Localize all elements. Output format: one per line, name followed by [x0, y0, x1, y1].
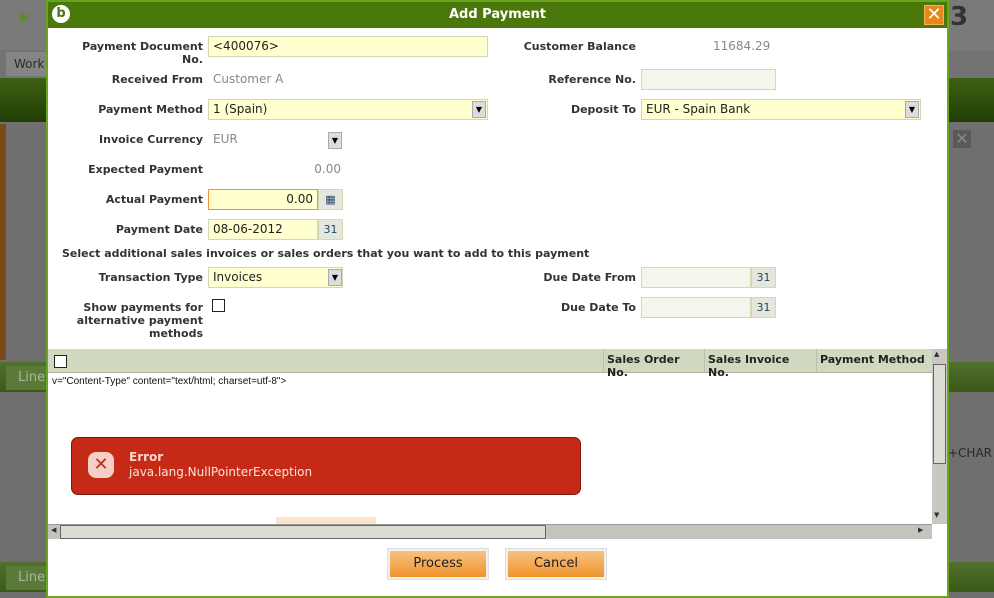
- due-date-from-label: Due Date From: [543, 271, 636, 284]
- grid-raw-text: v="Content-Type" content="text/html; cha…: [52, 376, 287, 387]
- customer-balance-value: 11684.29: [713, 39, 771, 53]
- reference-no-label: Reference No.: [548, 73, 636, 86]
- error-message: ✕ Error java.lang.NullPointerException: [71, 437, 581, 495]
- scroll-right-icon[interactable]: ▶: [918, 526, 924, 534]
- chevron-down-icon[interactable]: ▼: [328, 269, 342, 286]
- payment-method-select[interactable]: 1 (Spain): [208, 99, 488, 120]
- transaction-type-select[interactable]: Invoices: [208, 267, 343, 288]
- instructions-text: Select additional sales invoices or sale…: [62, 247, 590, 260]
- deposit-to-select[interactable]: EUR - Spain Bank: [641, 99, 921, 120]
- calendar-icon[interactable]: 31: [751, 297, 776, 318]
- chevron-down-icon[interactable]: ▼: [472, 101, 486, 118]
- received-from-label: Received From: [111, 73, 203, 86]
- scroll-left-icon[interactable]: ◀: [51, 526, 57, 534]
- grid-header: Sales Order No. Sales Invoice No. Paymen…: [48, 349, 932, 379]
- column-sales-invoice-no[interactable]: Sales Invoice No.: [704, 349, 816, 379]
- grid-vertical-scrollbar[interactable]: ▲ ▼: [932, 349, 947, 524]
- payment-date-input[interactable]: 08-06-2012: [208, 219, 318, 240]
- scroll-thumb[interactable]: [60, 525, 546, 539]
- due-date-to-label: Due Date To: [561, 301, 636, 314]
- expected-payment-value: 0.00: [314, 162, 341, 176]
- actual-payment-input[interactable]: 0.00: [208, 189, 318, 210]
- customer-balance-label: Customer Balance: [523, 40, 636, 53]
- hidden-button-fragment: [276, 517, 376, 524]
- payment-method-label: Payment Method: [98, 103, 203, 116]
- actual-payment-label: Actual Payment: [105, 193, 203, 206]
- lines-tab-2[interactable]: Line: [6, 566, 46, 590]
- add-payment-dialog: Add Payment b ✕ Payment Document No. <40…: [46, 0, 949, 598]
- payment-date-label: Payment Date: [115, 223, 203, 236]
- column-payment-method[interactable]: Payment Method: [816, 349, 932, 372]
- close-form-icon[interactable]: ✕: [953, 130, 971, 148]
- error-icon: ✕: [88, 452, 114, 478]
- calendar-icon[interactable]: 31: [318, 219, 343, 240]
- form-side-strip: [0, 124, 6, 360]
- app-logo-icon: *: [17, 8, 29, 36]
- select-all-checkbox[interactable]: [54, 355, 67, 368]
- lines-tab[interactable]: Line: [6, 366, 46, 390]
- reference-no-input[interactable]: [641, 69, 776, 90]
- chevron-down-icon[interactable]: ▼: [328, 132, 342, 149]
- transaction-type-label: Transaction Type: [98, 271, 203, 284]
- invoice-currency-value: EUR: [213, 132, 238, 146]
- expected-payment-label: Expected Payment: [88, 163, 203, 176]
- dialog-title: Add Payment: [48, 2, 947, 28]
- due-date-to-input[interactable]: [641, 297, 751, 318]
- payment-document-input[interactable]: <400076>: [208, 36, 488, 57]
- char-text: +CHAR: [948, 446, 993, 460]
- scroll-down-icon[interactable]: ▼: [934, 511, 940, 519]
- scroll-thumb[interactable]: [933, 364, 946, 464]
- received-from-value: Customer A: [213, 72, 284, 86]
- cancel-button[interactable]: Cancel: [505, 548, 607, 580]
- chevron-down-icon[interactable]: ▼: [905, 101, 919, 118]
- calendar-icon[interactable]: 31: [751, 267, 776, 288]
- invoice-currency-label: Invoice Currency: [99, 133, 203, 146]
- close-dialog-button[interactable]: ✕: [924, 5, 944, 25]
- openbravo-logo-icon: 3: [950, 2, 969, 32]
- openbravo-icon: b: [52, 5, 70, 23]
- error-text: java.lang.NullPointerException: [129, 465, 313, 479]
- deposit-to-label: Deposit To: [570, 103, 636, 116]
- due-date-from-input[interactable]: [641, 267, 751, 288]
- grid-horizontal-scrollbar[interactable]: ◀ ▶: [48, 524, 932, 539]
- column-sales-order-no[interactable]: Sales Order No.: [603, 349, 704, 379]
- scroll-up-icon[interactable]: ▲: [934, 350, 940, 358]
- show-alt-label: Show payments for alternative payment me…: [76, 301, 203, 340]
- process-button[interactable]: Process: [387, 548, 489, 580]
- calculator-icon[interactable]: ▦: [318, 189, 343, 210]
- error-title: Error: [129, 450, 164, 464]
- show-alt-checkbox[interactable]: [212, 299, 225, 312]
- payment-document-label: Payment Document No.: [82, 40, 203, 66]
